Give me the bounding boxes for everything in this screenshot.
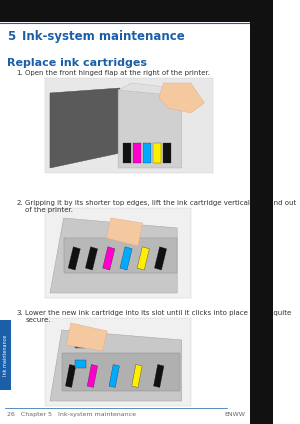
Bar (132, 365, 142, 388)
Bar (75, 328, 86, 348)
Polygon shape (50, 330, 182, 401)
Bar (62, 353, 180, 391)
Polygon shape (106, 218, 142, 246)
Bar (109, 365, 119, 388)
Text: 5: 5 (7, 30, 16, 43)
Bar (154, 365, 164, 388)
Bar (0, 0, 273, 22)
Text: Ink-system maintenance: Ink-system maintenance (22, 30, 185, 43)
Polygon shape (118, 83, 191, 96)
Bar (153, 143, 161, 163)
Bar (142, 143, 151, 163)
Bar (120, 247, 132, 270)
Bar (45, 78, 214, 173)
Bar (154, 247, 166, 270)
Bar (103, 247, 115, 270)
Text: Ink maintenance: Ink maintenance (3, 335, 8, 376)
Polygon shape (50, 88, 120, 168)
Bar (0, 320, 11, 390)
Bar (64, 238, 177, 273)
Polygon shape (50, 218, 177, 293)
Bar (87, 365, 98, 388)
Bar (45, 318, 191, 406)
Bar (65, 365, 76, 388)
Text: ENWW: ENWW (224, 412, 245, 417)
Bar (163, 143, 171, 163)
Bar (68, 247, 80, 270)
Bar (137, 247, 149, 270)
Polygon shape (159, 83, 204, 113)
Text: 1.: 1. (16, 70, 23, 76)
Text: 26   Chapter 5   Ink-system maintenance: 26 Chapter 5 Ink-system maintenance (7, 412, 136, 417)
Bar (250, 0, 273, 424)
Bar (123, 143, 131, 163)
Bar (133, 143, 141, 163)
Polygon shape (66, 323, 107, 351)
Text: Open the front hinged flap at the right of the printer.: Open the front hinged flap at the right … (26, 70, 210, 76)
Text: 3.: 3. (16, 310, 23, 316)
Polygon shape (118, 90, 182, 168)
Text: Gripping it by its shorter top edges, lift the ink cartridge vertically up and o: Gripping it by its shorter top edges, li… (26, 200, 297, 213)
Text: 2.: 2. (16, 200, 23, 206)
Text: Lower the new ink cartridge into its slot until it clicks into place and is quit: Lower the new ink cartridge into its slo… (26, 310, 292, 323)
Text: Replace ink cartridges: Replace ink cartridges (7, 58, 147, 68)
Bar (45, 208, 191, 298)
Bar (75, 360, 86, 368)
Bar (85, 247, 98, 270)
